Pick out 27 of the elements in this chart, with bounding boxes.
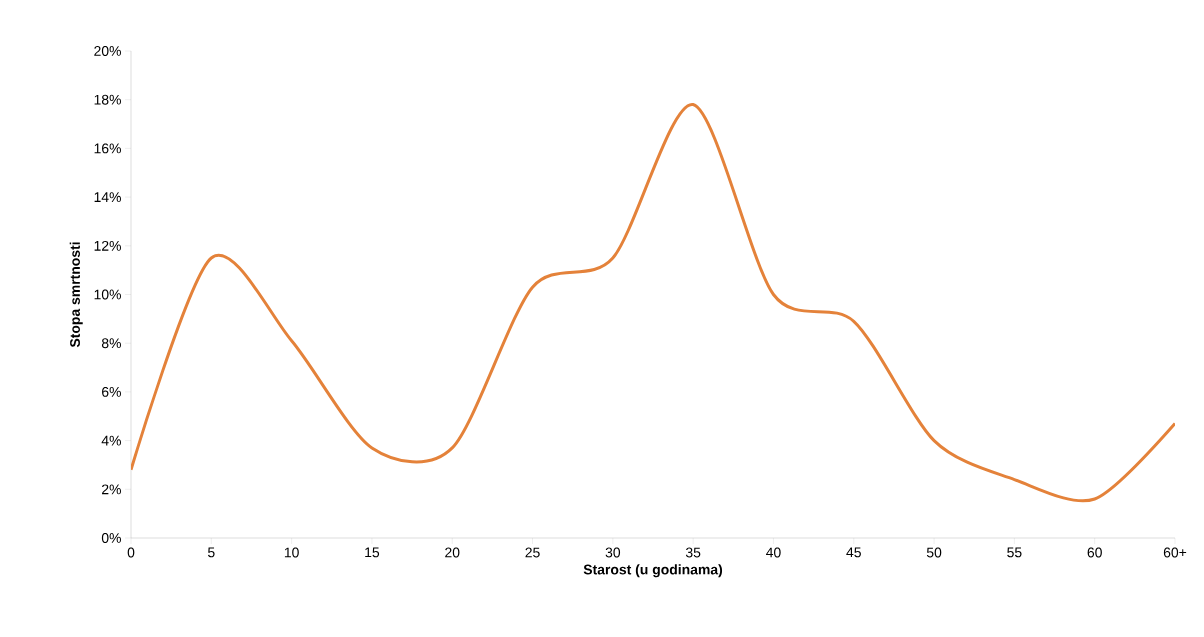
y-tick-label: 4% [101, 435, 121, 446]
x-tick-label: 35 [685, 547, 701, 558]
x-tick-label: 30 [605, 547, 621, 558]
y-tick-label: 16% [94, 143, 121, 154]
x-tick-label: 15 [365, 547, 380, 558]
y-axis-title: Stopa smrtnosti [69, 242, 83, 348]
y-tick-label: 10% [94, 289, 121, 300]
y-tick-label: 6% [102, 386, 121, 397]
y-tick-label: 12% [94, 240, 121, 251]
x-tick-label: 55 [1007, 547, 1022, 558]
x-tick-label: 5 [207, 547, 215, 558]
y-tick-label: 8% [101, 338, 121, 349]
y-tick-label: 0% [101, 533, 121, 543]
x-tick-label: 60 [1087, 547, 1102, 558]
x-tick-label: 60+ [1163, 547, 1187, 558]
x-tick-label: 10 [284, 547, 299, 558]
y-tick-label: 14% [94, 192, 121, 202]
y-tick-label: 20% [94, 46, 121, 56]
x-tick-label: 0 [127, 547, 135, 558]
x-tick-label: 50 [926, 547, 942, 558]
x-tick-label: 45 [846, 547, 861, 558]
x-tick-label: 25 [525, 547, 540, 558]
x-tick-label: 40 [766, 547, 781, 558]
y-tick-label: 18% [94, 94, 121, 105]
y-tick-label: 2% [102, 484, 121, 495]
x-tick-label: 20 [445, 547, 460, 558]
x-axis-title: Starost (u godinama) [583, 564, 723, 578]
